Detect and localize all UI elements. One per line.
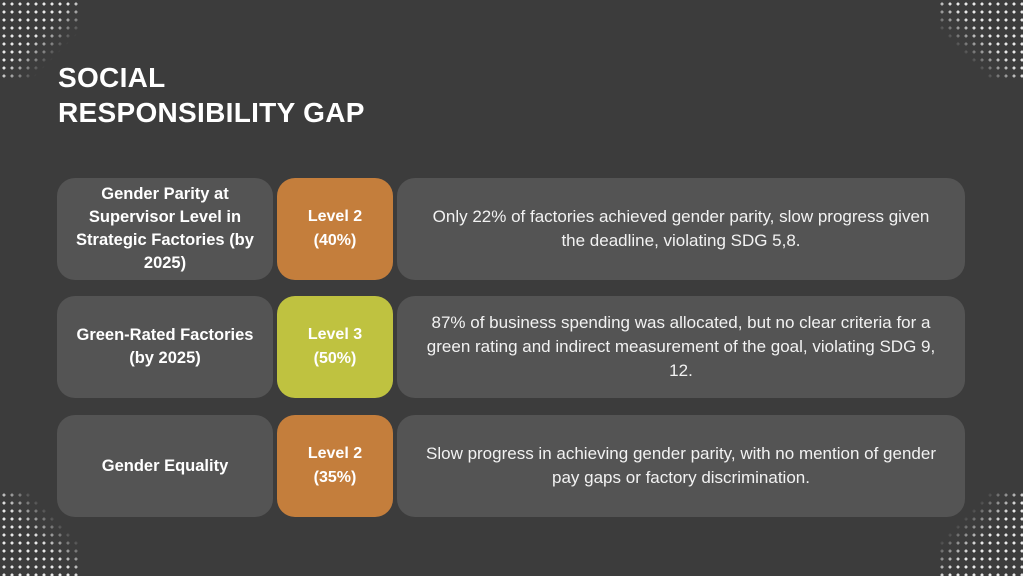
goal-box: Green-Rated Factories (by 2025) xyxy=(57,296,273,398)
level-badge: Level 2 (35%) xyxy=(277,415,393,517)
level-label: Level 2 xyxy=(307,208,363,225)
description-box: Only 22% of factories achieved gender pa… xyxy=(397,178,965,280)
dot-pattern-decoration xyxy=(0,0,80,80)
slide-title-line2: RESPONSIBILITY GAP xyxy=(58,97,365,128)
level-label: Level 3 xyxy=(307,326,363,343)
gap-row: Gender Equality Level 2 (35%) Slow progr… xyxy=(57,415,965,517)
goal-box: Gender Equality xyxy=(57,415,273,517)
level-percent: (35%) xyxy=(313,469,357,486)
level-percent: (50%) xyxy=(313,350,357,367)
slide-title-line1: SOCIAL xyxy=(58,62,166,93)
dot-pattern-decoration xyxy=(938,0,1023,80)
level-percent: (40%) xyxy=(313,232,357,249)
gap-row: Green-Rated Factories (by 2025) Level 3 … xyxy=(57,296,965,398)
level-label: Level 2 xyxy=(307,445,363,462)
gap-row: Gender Parity at Supervisor Level in Str… xyxy=(57,178,965,280)
goal-box: Gender Parity at Supervisor Level in Str… xyxy=(57,178,273,280)
level-badge: Level 2 (40%) xyxy=(277,178,393,280)
description-box: 87% of business spending was allocated, … xyxy=(397,296,965,398)
description-box: Slow progress in achieving gender parity… xyxy=(397,415,965,517)
level-badge: Level 3 (50%) xyxy=(277,296,393,398)
slide-title: SOCIAL RESPONSIBILITY GAP xyxy=(58,60,458,130)
